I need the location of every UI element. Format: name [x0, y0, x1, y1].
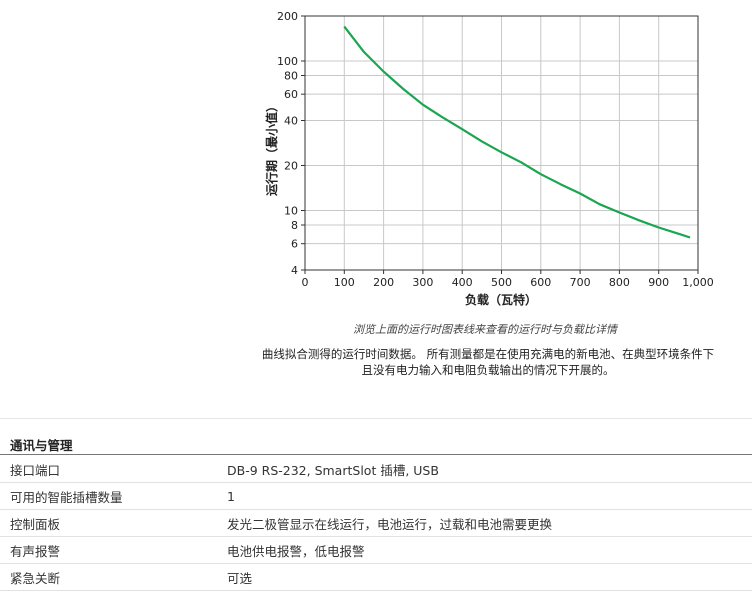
x-tick-label: 700	[570, 276, 591, 289]
chart-caption: 浏览上面的运行时图表线来查看的运行时与负载比详情	[353, 323, 617, 336]
x-tick-label: 0	[302, 276, 309, 289]
x-tick-label: 500	[491, 276, 512, 289]
spec-value: 1	[227, 482, 752, 510]
x-tick-label: 200	[373, 276, 394, 289]
x-tick-label: 600	[530, 276, 551, 289]
y-tick-label: 6	[291, 238, 298, 251]
divider	[0, 418, 752, 419]
x-tick-label: 100	[334, 276, 355, 289]
spec-key: 有声报警	[0, 536, 227, 564]
y-tick-label: 10	[284, 205, 298, 218]
runtime-chart: 0 100 200 300 400 500 600 700 800 900 1,000 4 6 810 2…	[264, 10, 714, 307]
table-row: 紧急关断 可选	[0, 563, 752, 591]
spec-value: 可选	[227, 563, 752, 591]
y-tick-label: 80	[284, 69, 298, 82]
y-tick-label: 20	[284, 160, 298, 173]
y-tick-label: 200	[277, 10, 298, 23]
y-tick-label: 40	[284, 114, 298, 127]
runtime-curve	[343, 25, 691, 239]
spec-value: DB-9 RS-232, SmartSlot 插槽, USB	[227, 456, 752, 483]
x-axis-ticks: 0 100 200 300 400 500 600 700 800 900 1,000	[302, 270, 714, 289]
spec-key: 可用的智能插槽数量	[0, 482, 227, 510]
y-tick-label: 4	[291, 264, 298, 277]
section-title: 通讯与管理	[10, 438, 73, 453]
y-tick-label: 8	[291, 219, 298, 232]
x-axis-title: 负载（瓦特）	[465, 292, 537, 307]
chart-note: 曲线拟合测得的运行时间数据。 所有测量都是在使用充满电的新电池、在典型环境条件下…	[261, 347, 715, 377]
chart-grid	[305, 16, 698, 270]
y-axis-title: 运行期（最小值）	[264, 100, 279, 196]
spec-table: 接口端口 DB-9 RS-232, SmartSlot 插槽, USB 可用的智…	[0, 456, 752, 591]
spec-key: 控制面板	[0, 509, 227, 537]
x-tick-label: 900	[648, 276, 669, 289]
table-row: 可用的智能插槽数量 1	[0, 482, 752, 510]
table-row: 控制面板 发光二极管显示在线运行，电池运行，过载和电池需要更换	[0, 509, 752, 537]
y-tick-label: 60	[284, 88, 298, 101]
x-tick-label: 800	[609, 276, 630, 289]
x-tick-label: 1,000	[682, 276, 714, 289]
spec-value: 发光二极管显示在线运行，电池运行，过载和电池需要更换	[227, 509, 752, 537]
table-row: 接口端口 DB-9 RS-232, SmartSlot 插槽, USB	[0, 456, 752, 483]
series-layer	[343, 25, 691, 239]
x-tick-label: 400	[452, 276, 473, 289]
table-row: 有声报警 电池供电报警，低电报警	[0, 536, 752, 564]
spec-key: 接口端口	[0, 456, 227, 483]
spec-key: 紧急关断	[0, 563, 227, 591]
section-divider	[0, 454, 752, 455]
spec-value: 电池供电报警，低电报警	[227, 536, 752, 564]
x-tick-label: 300	[412, 276, 433, 289]
y-tick-label: 100	[277, 55, 298, 68]
